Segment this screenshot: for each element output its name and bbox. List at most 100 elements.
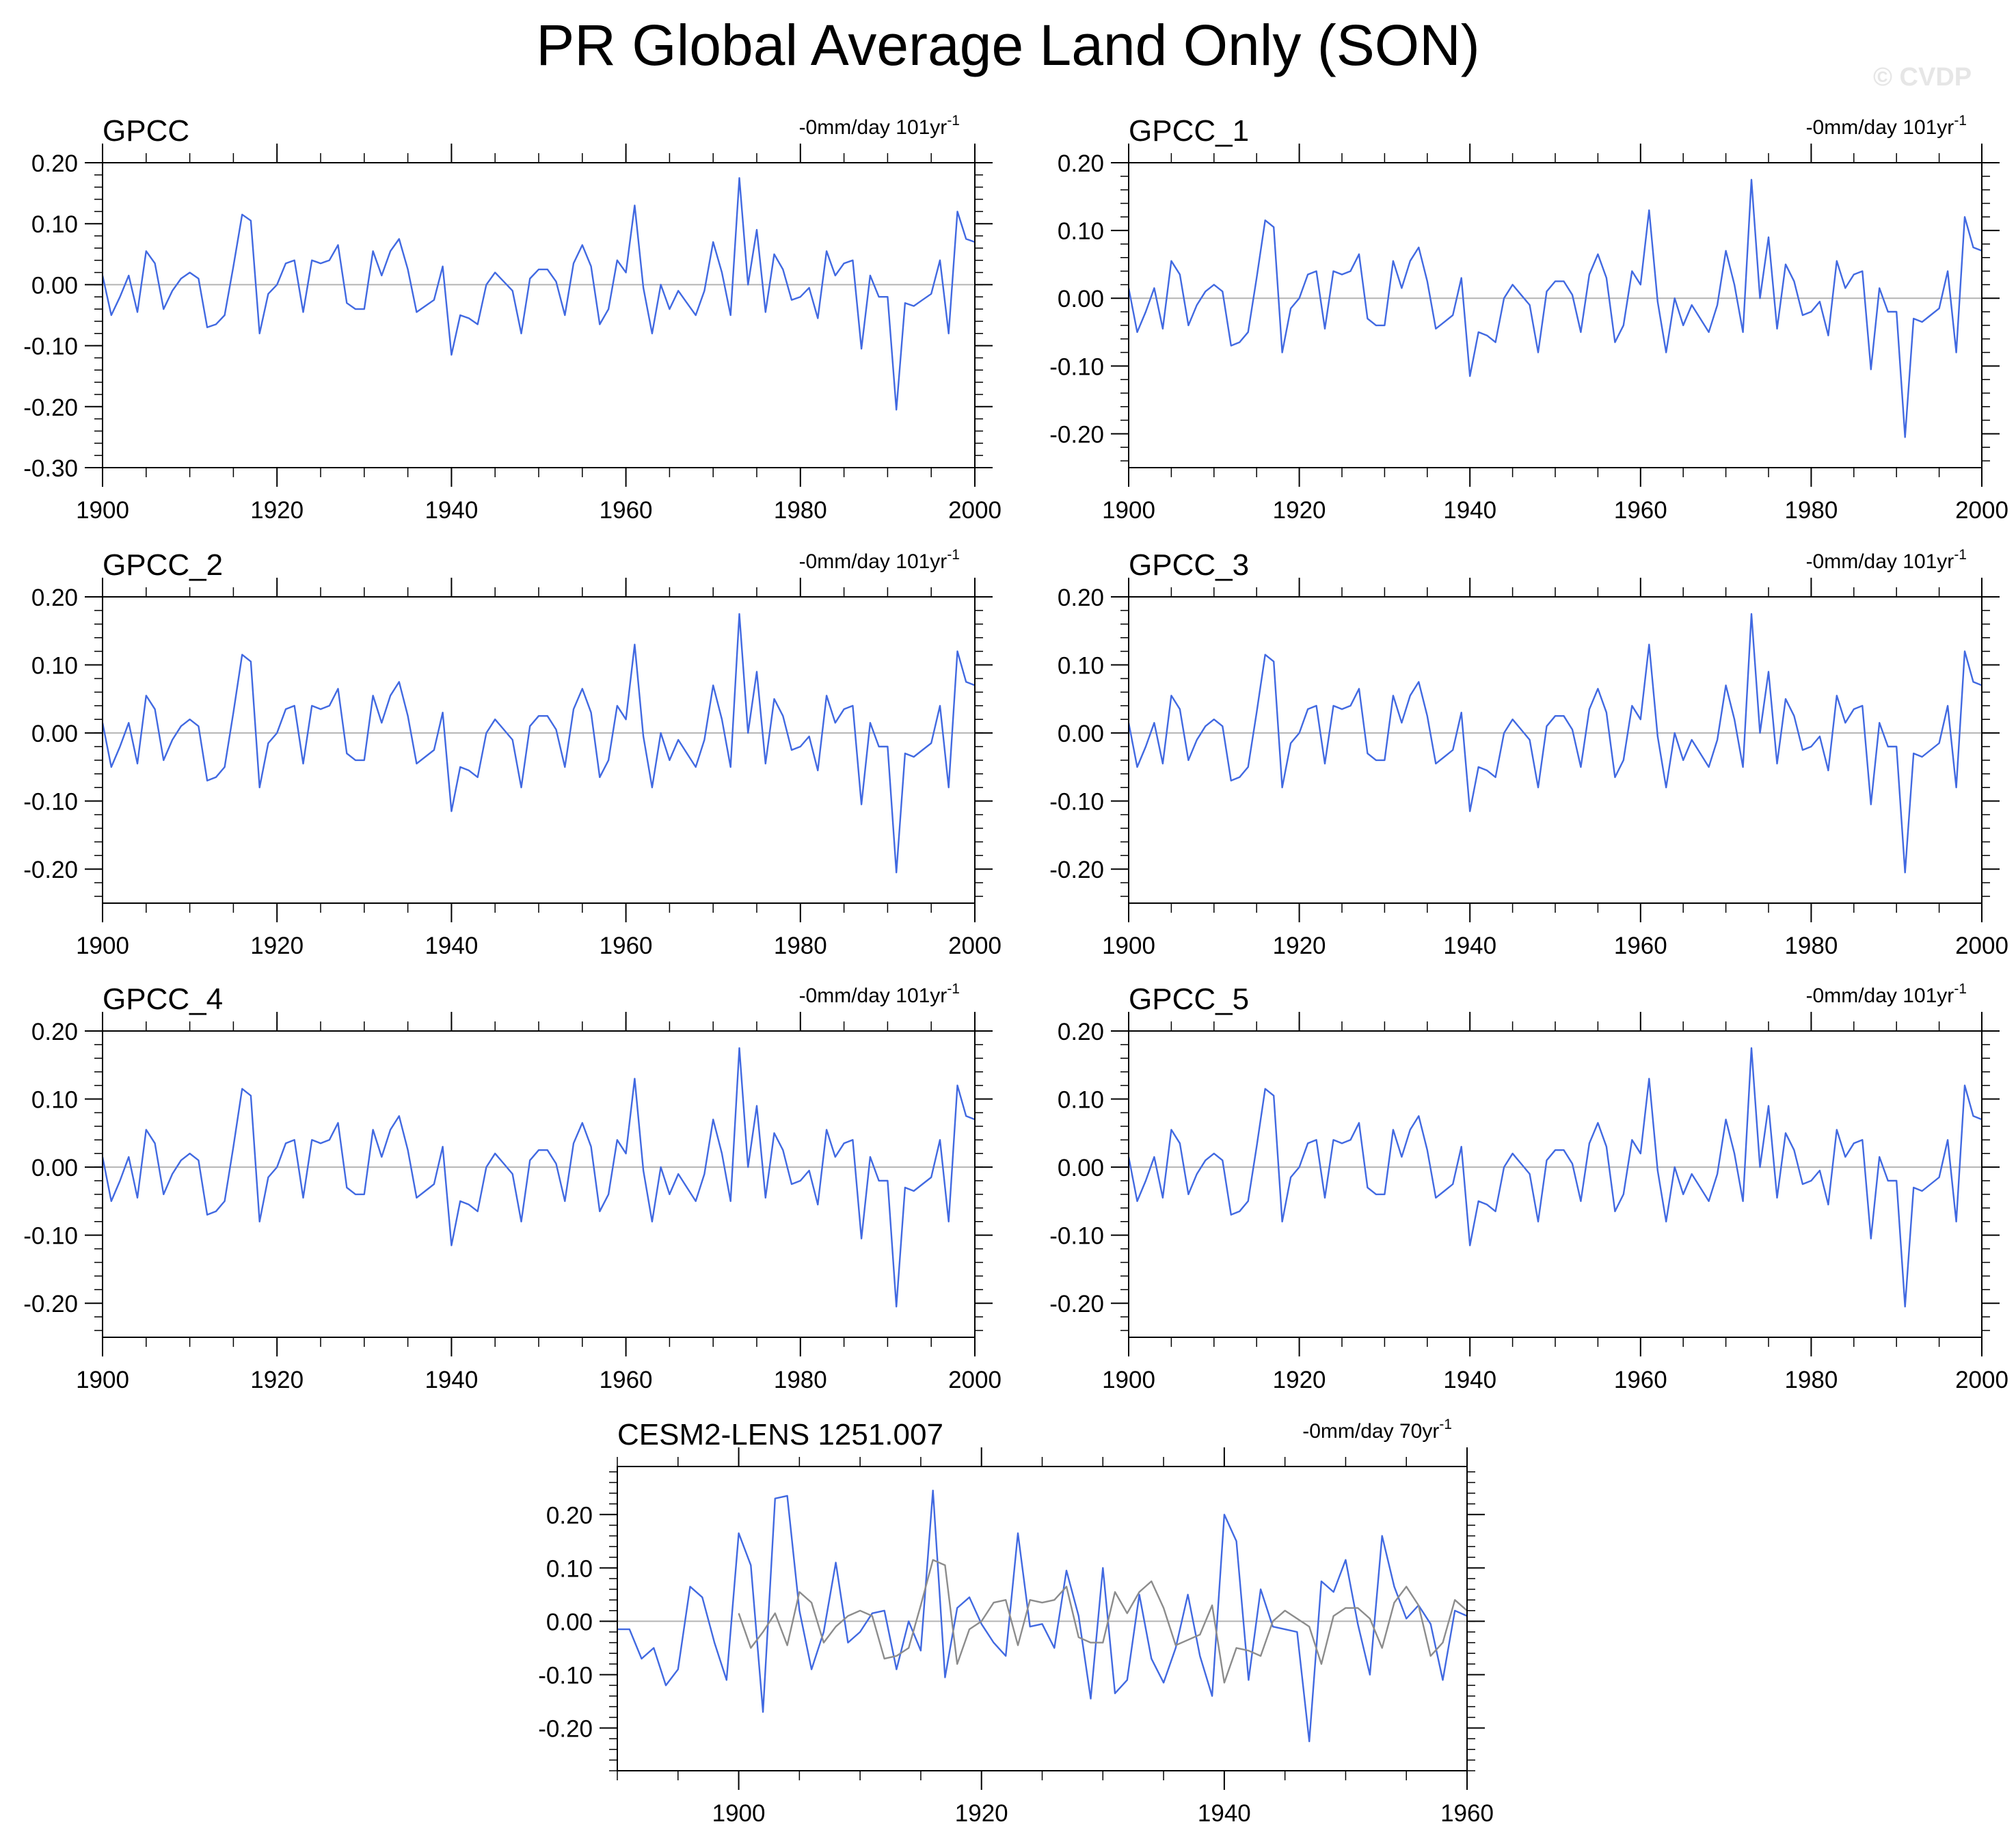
- y-tick-label: 0.20: [31, 1019, 78, 1045]
- trend-label: -0mm/day 101yr-1: [1806, 113, 1967, 139]
- y-tick-label: 0.00: [31, 1155, 78, 1181]
- y-tick-label: 0.00: [1058, 286, 1104, 312]
- trend-exponent: -1: [1954, 981, 1967, 997]
- panel-title: GPCC: [103, 114, 189, 148]
- x-tick-label: 1900: [1102, 933, 1155, 959]
- watermark: © CVDP: [1873, 63, 1972, 92]
- trend-exponent: -1: [1954, 547, 1967, 563]
- y-tick-label: -0.10: [1049, 1223, 1104, 1250]
- plot-frame: [1128, 1030, 1983, 1338]
- panel-title: GPCC_1: [1129, 114, 1249, 148]
- y-tick-label: 0.10: [31, 1087, 78, 1114]
- x-tick-label: 1900: [1102, 497, 1155, 524]
- x-tick-label: 1960: [1614, 1367, 1667, 1393]
- x-tick-label: 1960: [1440, 1800, 1494, 1827]
- series-line: [101, 1047, 976, 1308]
- panel-title: GPCC_3: [1129, 548, 1249, 582]
- x-tick-label: 2000: [948, 933, 1002, 959]
- y-tick-label: 0.20: [1058, 585, 1104, 611]
- x-tick-label: 1940: [1198, 1800, 1251, 1827]
- x-tick-label: 1920: [250, 1367, 304, 1393]
- x-tick-label: 1960: [1614, 933, 1667, 959]
- trend-label: -0mm/day 70yr-1: [1302, 1417, 1452, 1443]
- x-tick-label: 1980: [1784, 933, 1838, 959]
- series-line: [1127, 613, 1983, 874]
- y-tick-label: 0.10: [546, 1555, 593, 1582]
- y-tick-label: 0.20: [31, 150, 78, 177]
- panel-title: GPCC_5: [1129, 982, 1249, 1016]
- x-tick-label: 1940: [425, 497, 478, 524]
- y-tick-label: -0.10: [23, 1223, 78, 1250]
- x-tick-label: 1920: [250, 497, 304, 524]
- y-tick-label: -0.10: [23, 789, 78, 816]
- x-tick-label: 1940: [1443, 1367, 1496, 1393]
- y-tick-label: -0.20: [23, 857, 78, 883]
- chart-panel: -0.20 -0.10 0.00 0.10 0.20 1900 1920 1940 1960 19…: [23, 547, 1002, 959]
- x-tick-label: 1960: [1614, 497, 1667, 524]
- x-tick-label: 1900: [712, 1800, 766, 1827]
- x-tick-label: 1940: [1443, 497, 1496, 524]
- y-tick-label: 0.10: [1058, 218, 1104, 245]
- y-tick-label: 0.20: [1058, 1019, 1104, 1045]
- x-tick-label: 1920: [250, 933, 304, 959]
- x-tick-label: 1920: [955, 1800, 1008, 1827]
- y-tick-label: 0.20: [31, 585, 78, 611]
- chart-panel: -0.20 -0.10 0.00 0.10 0.20 1900 1920 1940 1960 19…: [1049, 113, 2008, 524]
- plot-frame: [102, 596, 976, 904]
- y-tick-label: 0.20: [1058, 150, 1104, 177]
- trend-exponent: -1: [1954, 113, 1967, 129]
- series-line: [1127, 178, 1983, 438]
- trend-value: -0mm/day 101yr: [1806, 985, 1954, 1007]
- trend-label: -0mm/day 101yr-1: [799, 981, 960, 1007]
- reference-series-line: [738, 1559, 1468, 1684]
- chart-panel: -0.20 -0.10 0.00 0.10 0.20 1900 1920 1940 1960 19…: [1049, 981, 2008, 1393]
- plot-frame: [1128, 162, 1983, 468]
- trend-value: -0mm/day 101yr: [799, 550, 947, 573]
- x-tick-label: 1980: [1784, 497, 1838, 524]
- trend-label: -0mm/day 101yr-1: [1806, 981, 1967, 1007]
- panel-title: GPCC_4: [103, 982, 223, 1016]
- y-tick-label: -0.20: [1049, 1291, 1104, 1317]
- trend-label: -0mm/day 101yr-1: [799, 547, 960, 573]
- y-tick-label: -0.10: [538, 1662, 593, 1689]
- figure-title: PR Global Average Land Only (SON): [536, 13, 1480, 77]
- series-line: [617, 1489, 1468, 1743]
- y-tick-label: -0.20: [538, 1716, 593, 1743]
- y-tick-label: 0.10: [1058, 653, 1104, 680]
- y-tick-label: -0.20: [23, 1291, 78, 1317]
- x-tick-label: 1980: [774, 1367, 827, 1393]
- trend-label: -0mm/day 101yr-1: [799, 113, 960, 139]
- x-tick-label: 1900: [1102, 1367, 1155, 1393]
- y-tick-label: -0.10: [1049, 353, 1104, 380]
- y-tick-label: 0.10: [1058, 1087, 1104, 1114]
- y-tick-label: 0.10: [31, 653, 78, 680]
- y-tick-label: -0.10: [23, 334, 78, 360]
- y-tick-label: 0.00: [31, 721, 78, 747]
- chart-panel: -0.20 -0.10 0.00 0.10 0.20 1900 1920 1940 1960 19…: [23, 981, 1002, 1393]
- panel-title: CESM2-LENS 1251.007: [617, 1418, 943, 1451]
- x-tick-label: 1920: [1273, 1367, 1326, 1393]
- x-tick-label: 1900: [76, 497, 129, 524]
- x-tick-label: 1980: [774, 497, 827, 524]
- x-tick-label: 2000: [1955, 1367, 2008, 1393]
- chart-panel: -0.20 -0.10 0.00 0.10 0.20 1900 1920 1940 1960 CE…: [538, 1417, 1494, 1827]
- x-tick-label: 1980: [1784, 1367, 1838, 1393]
- plot-frame: [102, 1030, 976, 1338]
- y-tick-label: 0.00: [1058, 1155, 1104, 1181]
- series-line: [1127, 1047, 1983, 1308]
- x-tick-label: 1980: [774, 933, 827, 959]
- y-tick-label: -0.20: [1049, 421, 1104, 448]
- trend-label: -0mm/day 101yr-1: [1806, 547, 1967, 573]
- trend-value: -0mm/day 101yr: [1806, 116, 1954, 139]
- trend-exponent: -1: [947, 981, 960, 997]
- series-line: [101, 177, 976, 411]
- plot-frame: [617, 1466, 1468, 1771]
- chart-panel: -0.30 -0.20 -0.10 0.00 0.10 0.20 1900 1920 1940 1…: [23, 113, 1002, 524]
- y-tick-label: 0.00: [546, 1609, 593, 1635]
- plot-frame: [1128, 596, 1983, 904]
- x-tick-label: 1960: [600, 1367, 653, 1393]
- x-tick-label: 2000: [948, 497, 1002, 524]
- trend-exponent: -1: [947, 113, 960, 129]
- trend-value: -0mm/day 101yr: [799, 985, 947, 1007]
